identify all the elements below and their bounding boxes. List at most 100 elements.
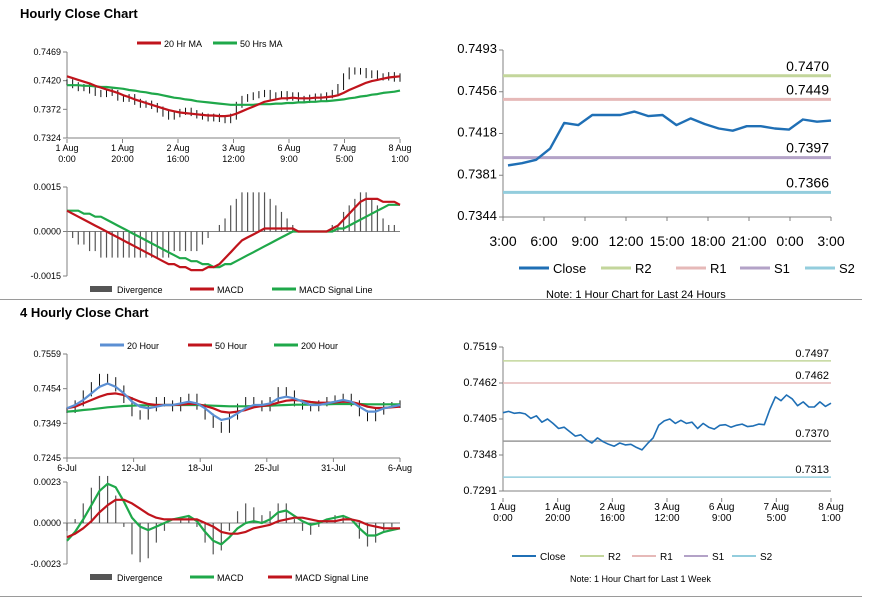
level-label-s1: 0.7397 xyxy=(786,140,829,156)
hourly-levels-legend-label: Close xyxy=(553,261,586,276)
fourhourly-macd-legend-swatch xyxy=(90,574,112,580)
section-divider xyxy=(0,299,862,300)
fourhourly-macd-legend-label: MACD xyxy=(217,573,244,583)
fourhourly-200ma-line xyxy=(66,402,400,413)
weekly-levels-x-tick-label: 1 Aug xyxy=(545,502,571,513)
fourhourly-macd-legend-label: MACD Signal Line xyxy=(295,573,369,583)
weekly-levels-x-tick-label: 2 Aug xyxy=(600,502,626,513)
weekly-levels-x-tick-label: 12:00 xyxy=(654,513,679,524)
hourly-levels-legend-label: R2 xyxy=(635,261,652,276)
weekly-levels-x-tick-label: 1 Aug xyxy=(490,502,516,513)
hourly-macd-y-tick-label: 0.0000 xyxy=(33,227,61,237)
hourly-macd-legend-label: MACD Signal Line xyxy=(299,285,373,295)
weekly-levels-legend-label: S1 xyxy=(712,552,725,563)
hourly-macd-y-tick-label: -0.0015 xyxy=(30,271,61,281)
section-title-hourly: Hourly Close Chart xyxy=(20,6,138,21)
hourly-50ma-line xyxy=(67,84,401,106)
fourhourly-price-x-tick-label: 6-Aug xyxy=(388,463,412,473)
bottom-divider xyxy=(0,596,862,597)
fourhourly-price-y-tick-label: 0.7245 xyxy=(33,453,61,463)
hourly-price-y-tick-label: 0.7372 xyxy=(33,104,61,114)
hourly-levels-x-tick-label: 12:00 xyxy=(608,233,643,249)
hourly-levels-x-tick-label: 6:00 xyxy=(530,233,557,249)
fourhourly-macd-y-tick-label: -0.0023 xyxy=(30,559,61,569)
hourly-price-x-tick-label: 6 Aug xyxy=(277,143,300,153)
hourly-price-legend-label: 50 Hrs MA xyxy=(240,39,283,49)
weekly-levels-x-tick-label: 3 Aug xyxy=(654,502,680,513)
hourly-levels-x-tick-label: 21:00 xyxy=(731,233,766,249)
weekly-levels-x-tick-label: 8 Aug xyxy=(818,502,844,513)
fourhourly-price-legend-label: 200 Hour xyxy=(301,341,338,351)
hourly-levels-x-tick-label: 3:00 xyxy=(489,233,516,249)
hourly-close-line xyxy=(507,110,832,167)
hourly-levels-note: Note: 1 Hour Chart for Last 24 Hours xyxy=(546,289,726,301)
weekly-close-line xyxy=(502,394,832,451)
hourly-macd-legend-label: Divergence xyxy=(117,285,163,295)
weekly-levels-x-tick-label: 6 Aug xyxy=(709,502,735,513)
hourly-price-y-tick-label: 0.7420 xyxy=(33,76,61,86)
hourly-macd-y-tick-label: 0.0015 xyxy=(33,182,61,192)
hourly-price-x-tick-label: 8 Aug xyxy=(388,143,411,153)
weekly-levels-x-tick-label: 1:00 xyxy=(821,513,841,524)
hourly-price-x-tick-label: 12:00 xyxy=(222,154,245,164)
hourly-price-x-tick-label: 1:00 xyxy=(391,154,409,164)
fourhourly-50ma-line xyxy=(66,392,401,414)
hourly-levels-y-tick-label: 0.7418 xyxy=(457,125,497,140)
weekly-levels-y-tick-label: 0.7348 xyxy=(463,449,497,461)
weekly-level-label-s1: 0.7370 xyxy=(795,428,829,440)
fourhourly-price-x-tick-label: 25-Jul xyxy=(255,463,280,473)
fourhourly-price-x-tick-label: 12-Jul xyxy=(121,463,146,473)
hourly-price-x-tick-label: 2 Aug xyxy=(166,143,189,153)
hourly-levels-y-tick-label: 0.7381 xyxy=(457,166,497,181)
fourhourly-macd-signal-line xyxy=(66,498,400,539)
hourly-price-x-tick-label: 20:00 xyxy=(111,154,134,164)
hourly-price-legend-label: 20 Hr MA xyxy=(164,39,202,49)
fourhourly-macd-legend-label: Divergence xyxy=(117,573,163,583)
weekly-levels-legend-label: R2 xyxy=(608,552,621,563)
hourly-levels-legend-label: S1 xyxy=(774,261,790,276)
hourly-levels-y-tick-label: 0.7493 xyxy=(457,41,497,56)
weekly-levels-x-tick-label: 20:00 xyxy=(545,513,570,524)
weekly-levels-x-tick-label: 7 Aug xyxy=(764,502,790,513)
hourly-price-y-tick-label: 0.7324 xyxy=(33,133,61,143)
hourly-levels-x-tick-label: 3:00 xyxy=(817,233,844,249)
fourhourly-price-y-tick-label: 0.7559 xyxy=(33,349,61,359)
weekly-levels-y-tick-label: 0.7405 xyxy=(463,413,497,425)
hourly-20ma-line xyxy=(66,75,401,118)
hourly-price-x-tick-label: 1 Aug xyxy=(55,143,78,153)
weekly-level-label-r1: 0.7462 xyxy=(795,370,829,382)
hourly-levels-x-tick-label: 15:00 xyxy=(649,233,684,249)
weekly-level-label-s2: 0.7313 xyxy=(795,464,829,476)
weekly-levels-y-tick-label: 0.7519 xyxy=(463,341,497,353)
hourly-macd-legend-swatch xyxy=(90,286,112,292)
fourhourly-macd-line xyxy=(66,482,401,546)
hourly-levels-x-tick-label: 9:00 xyxy=(571,233,598,249)
hourly-price-x-tick-label: 0:00 xyxy=(58,154,76,164)
hourly-price-x-tick-label: 1 Aug xyxy=(111,143,134,153)
hourly-price-x-tick-label: 3 Aug xyxy=(222,143,245,153)
hourly-levels-x-tick-label: 0:00 xyxy=(776,233,803,249)
hourly-levels-y-tick-label: 0.7456 xyxy=(457,83,497,98)
fourhourly-price-x-tick-label: 18-Jul xyxy=(188,463,213,473)
section-title-4hourly: 4 Hourly Close Chart xyxy=(20,305,149,320)
fourhourly-macd-y-tick-label: 0.0023 xyxy=(33,477,61,487)
level-label-s2: 0.7366 xyxy=(786,174,829,190)
hourly-price-x-tick-label: 7 Aug xyxy=(333,143,356,153)
fourhourly-macd-y-tick-label: 0.0000 xyxy=(33,518,61,528)
weekly-levels-x-tick-label: 0:00 xyxy=(493,513,513,524)
hourly-price-x-tick-label: 5:00 xyxy=(336,154,354,164)
fourhourly-price-y-tick-label: 0.7454 xyxy=(33,384,61,394)
level-label-r2: 0.7470 xyxy=(786,58,829,74)
weekly-levels-legend-label: R1 xyxy=(660,552,673,563)
hourly-macd-line xyxy=(66,197,401,272)
weekly-levels-legend-label: Close xyxy=(540,552,566,563)
fourhourly-20ma-line xyxy=(66,382,401,421)
hourly-price-x-tick-label: 9:00 xyxy=(280,154,298,164)
fourhourly-price-legend-label: 20 Hour xyxy=(127,341,159,351)
hourly-price-y-tick-label: 0.7469 xyxy=(33,47,61,57)
hourly-levels-x-tick-label: 18:00 xyxy=(690,233,725,249)
weekly-levels-x-tick-label: 16:00 xyxy=(600,513,625,524)
weekly-levels-x-tick-label: 5:00 xyxy=(767,513,787,524)
hourly-levels-y-tick-label: 0.7344 xyxy=(457,208,497,223)
